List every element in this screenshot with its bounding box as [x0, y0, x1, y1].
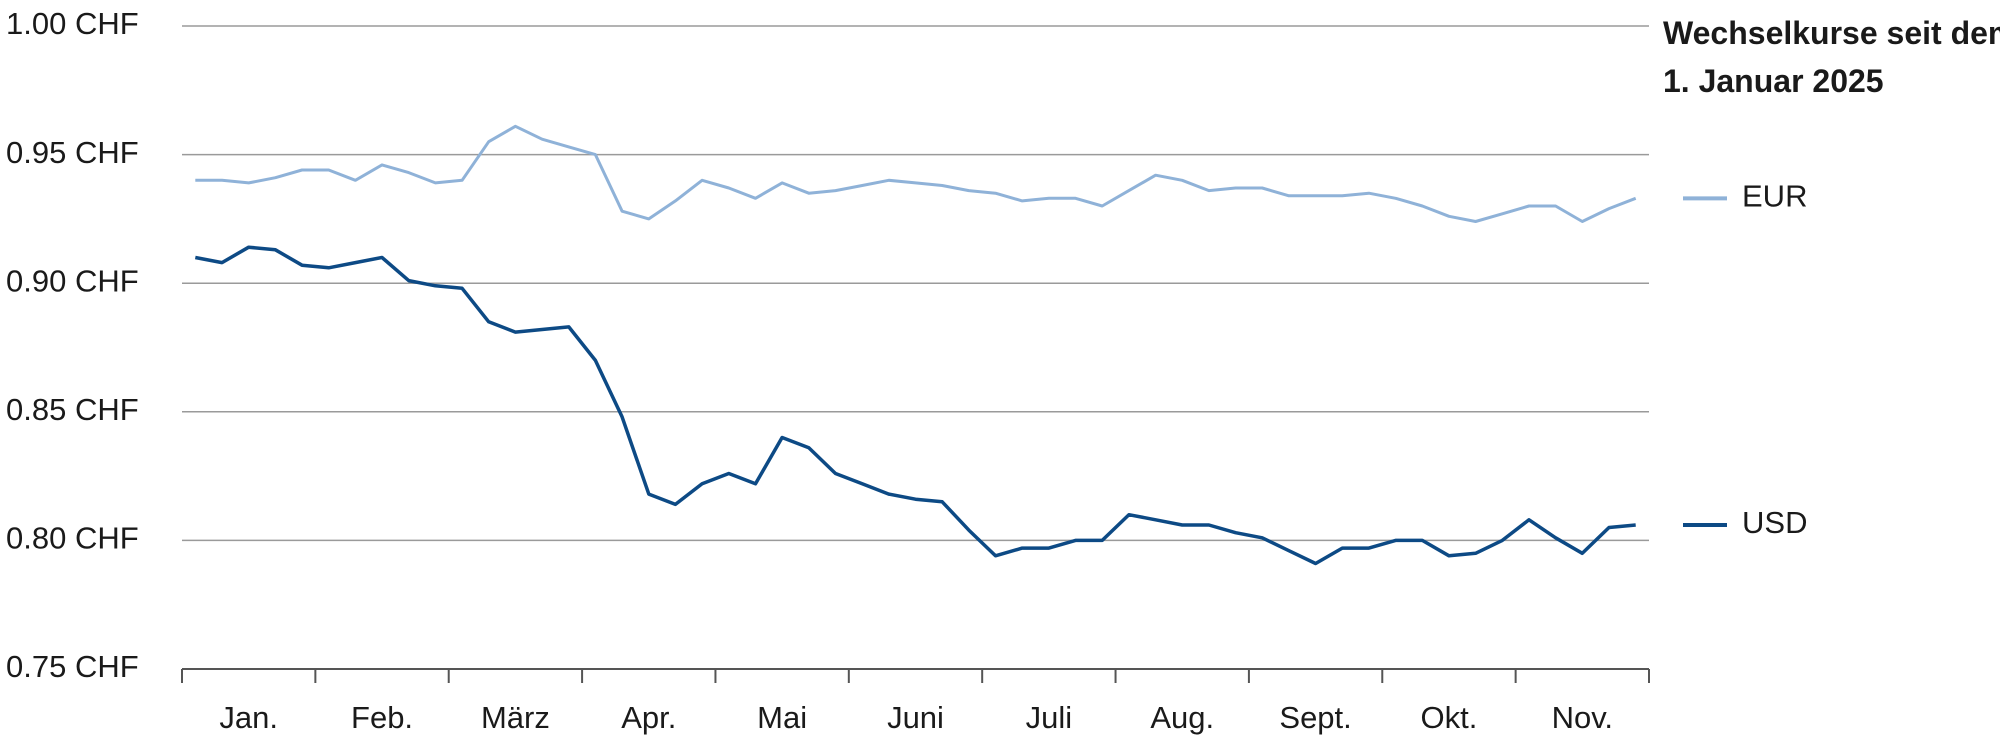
- y-tick-label: 0.95 CHF: [6, 135, 139, 170]
- x-tick-label: März: [481, 700, 550, 735]
- chart-title: Wechselkurse seit dem 1. Januar 2025: [1663, 15, 2000, 99]
- y-tick-label: 0.80 CHF: [6, 521, 139, 556]
- x-tick-label: Aug.: [1150, 700, 1214, 735]
- x-tick-label: Okt.: [1421, 700, 1478, 735]
- x-tick-label: Nov.: [1552, 700, 1613, 735]
- legend-label: USD: [1742, 505, 1807, 540]
- y-tick-label: 0.90 CHF: [6, 263, 139, 298]
- y-tick-label: 0.75 CHF: [6, 649, 139, 684]
- x-tick-label: Juli: [1026, 700, 1073, 735]
- x-tick-label: Juni: [887, 700, 944, 735]
- y-tick-label: 0.85 CHF: [6, 392, 139, 427]
- x-tick-label: Jan.: [219, 700, 278, 735]
- legend-label: EUR: [1742, 179, 1807, 214]
- x-tick-label: Sept.: [1279, 700, 1351, 735]
- x-tick-label: Apr.: [621, 700, 676, 735]
- x-tick-label: Feb.: [351, 700, 413, 735]
- line-series: [194, 245, 1636, 566]
- line-series: [195, 124, 1637, 223]
- y-tick-label: 1.00 CHF: [6, 6, 139, 41]
- x-tick-label: Mai: [757, 700, 807, 735]
